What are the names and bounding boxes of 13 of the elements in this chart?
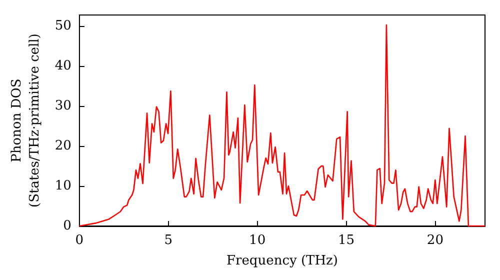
y-axis-title: Phonon DOS (States/THz·primitive cell) <box>10 33 42 208</box>
x-tick-label: 5 <box>164 233 173 248</box>
y-tick-label: 30 <box>54 98 72 114</box>
y-tick-label: 50 <box>54 18 72 34</box>
x-tick-label: 20 <box>426 233 444 248</box>
x-axis-title: Frequency (THz) <box>226 253 338 268</box>
x-tick-label: 0 <box>75 233 84 248</box>
x-tick-label: 10 <box>249 233 266 248</box>
x-tick-label: 15 <box>338 233 355 248</box>
y-tick-label: 40 <box>54 58 72 74</box>
y-tick-label: 20 <box>54 138 72 154</box>
y-tick-label: 0 <box>63 218 72 234</box>
y-tick-label: 10 <box>54 178 72 194</box>
